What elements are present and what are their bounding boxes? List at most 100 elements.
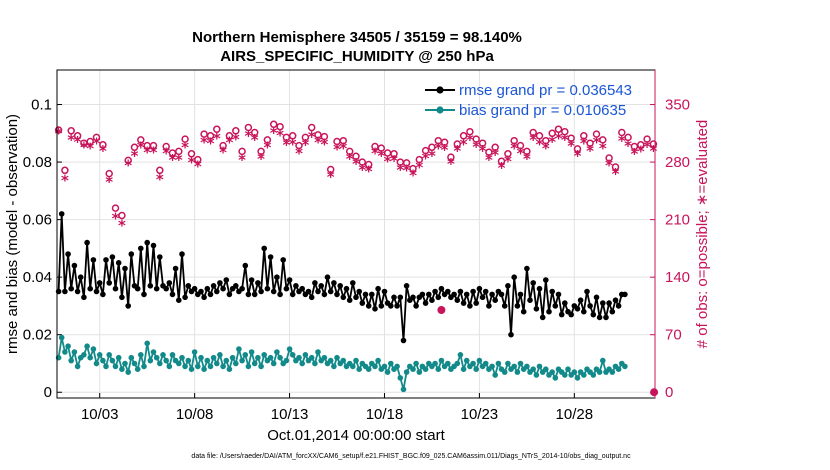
bias-point [511, 363, 517, 370]
rmse-point [318, 283, 325, 289]
rmse-point [473, 300, 480, 306]
y2-axis-ticks: 0 70 140 210 280 350 [650, 97, 690, 401]
obs-possible-point [548, 129, 556, 138]
rmse-point [84, 239, 90, 246]
rmse-point [457, 288, 464, 295]
y-axis-label: rmse and bias (model - observation) [4, 114, 21, 354]
rmse-point [343, 285, 350, 292]
obs-evaluated-point: * [105, 173, 113, 191]
bias-point [388, 360, 394, 367]
rmse-point [90, 257, 97, 263]
rmse-point [445, 288, 451, 295]
bias-point [283, 357, 290, 364]
bias-point [492, 372, 499, 378]
obs-evaluated-point: * [390, 152, 398, 170]
rmse-point [533, 306, 540, 312]
obs-evaluated-point: * [409, 167, 417, 185]
obs-evaluated-point: * [181, 139, 189, 157]
rmse-point [549, 288, 555, 295]
obs-evaluated-point: * [118, 217, 126, 235]
obs-possible-point [276, 122, 284, 131]
obs-evaluated-point: * [207, 135, 215, 153]
x-tick-label: 10/03 [81, 406, 119, 423]
bias-point [353, 357, 359, 364]
rmse-point [239, 285, 245, 292]
obs-evaluated-point: * [137, 139, 145, 157]
rmse-point [119, 294, 125, 301]
obs-possible-point [409, 164, 417, 173]
legend-rmse-marker [436, 86, 444, 94]
rmse-point [299, 285, 306, 292]
bias-point [530, 366, 536, 373]
obs-evaluated-point: * [593, 134, 601, 152]
rmse-point [134, 285, 141, 292]
rmse-point [182, 294, 188, 301]
obs-evaluated-point: * [396, 161, 404, 179]
bias-point [223, 357, 230, 364]
rmse-point [331, 280, 337, 286]
obs-possible-point [573, 145, 582, 153]
rmse-point [267, 254, 274, 260]
obs-evaluated-point: * [599, 140, 607, 158]
rmse-point [163, 285, 169, 292]
obs-evaluated-point: * [225, 134, 233, 152]
bias-point [188, 366, 195, 373]
obs-possible-point [345, 147, 354, 156]
obs-possible-point [200, 130, 208, 138]
obs-evaluated-point: * [320, 135, 328, 153]
obs-possible-point [440, 138, 449, 147]
obs-evaluated-point: * [124, 157, 132, 175]
rmse-point [609, 308, 616, 315]
obs-evaluated-point: * [415, 158, 423, 176]
y2-axis-label: # of obs: o=possible; ∗=evaluated [694, 120, 711, 349]
rmse-point [150, 242, 157, 249]
obs-possible-point [175, 147, 183, 156]
bias-point [356, 366, 363, 373]
obs-possible-point [54, 126, 63, 134]
obs-possible-point [586, 139, 594, 147]
obs-possible-point [618, 128, 626, 137]
obs-evaluated-point: * [244, 127, 252, 145]
rmse-point [96, 280, 103, 286]
obs-possible-point [206, 132, 215, 140]
obs-evaluated-point: * [175, 151, 183, 169]
bias-point [403, 369, 410, 375]
bias-point [372, 363, 378, 370]
obs-evaluated-point: * [346, 150, 354, 168]
obs-evaluated-point: * [384, 153, 392, 171]
rmse-point [587, 303, 593, 309]
rmse-point [210, 283, 217, 289]
obs-possible-point [61, 166, 69, 175]
bias-point [87, 354, 93, 361]
obs-possible-point [105, 169, 113, 178]
rmse-point [65, 251, 71, 257]
rmse-point [562, 300, 568, 306]
bias-point [438, 357, 445, 364]
obs-evaluated-point: * [327, 168, 335, 186]
bias-point [457, 352, 464, 358]
legend-bias-label: bias grand pr = 0.010635 [459, 102, 626, 119]
x-axis-label: Oct.01,2014 00:00:00 start [267, 427, 445, 444]
bias-point [157, 360, 163, 367]
rmse-point [514, 303, 521, 309]
obs-evaluated-point: * [447, 155, 455, 173]
obs-possible-point [605, 154, 613, 162]
y-tick-label: 0.04 [23, 269, 52, 286]
bias-point [160, 352, 166, 358]
rmse-point [324, 274, 331, 281]
obs-possible-point [130, 143, 139, 152]
bias-point [236, 346, 242, 352]
rmse-point [223, 277, 230, 283]
rmse-point [337, 283, 344, 289]
rmse-point [103, 257, 109, 263]
bias-point [134, 366, 141, 373]
bias-point [182, 363, 188, 370]
obs-evaluated-point: * [574, 147, 582, 165]
rmse-point [81, 294, 87, 301]
rmse-point [432, 288, 438, 295]
bias-point [334, 354, 340, 361]
obs-evaluated-point: * [542, 140, 550, 158]
obs-possible-point [111, 204, 120, 212]
rmse-line [57, 213, 625, 341]
obs-possible-point [428, 143, 436, 152]
